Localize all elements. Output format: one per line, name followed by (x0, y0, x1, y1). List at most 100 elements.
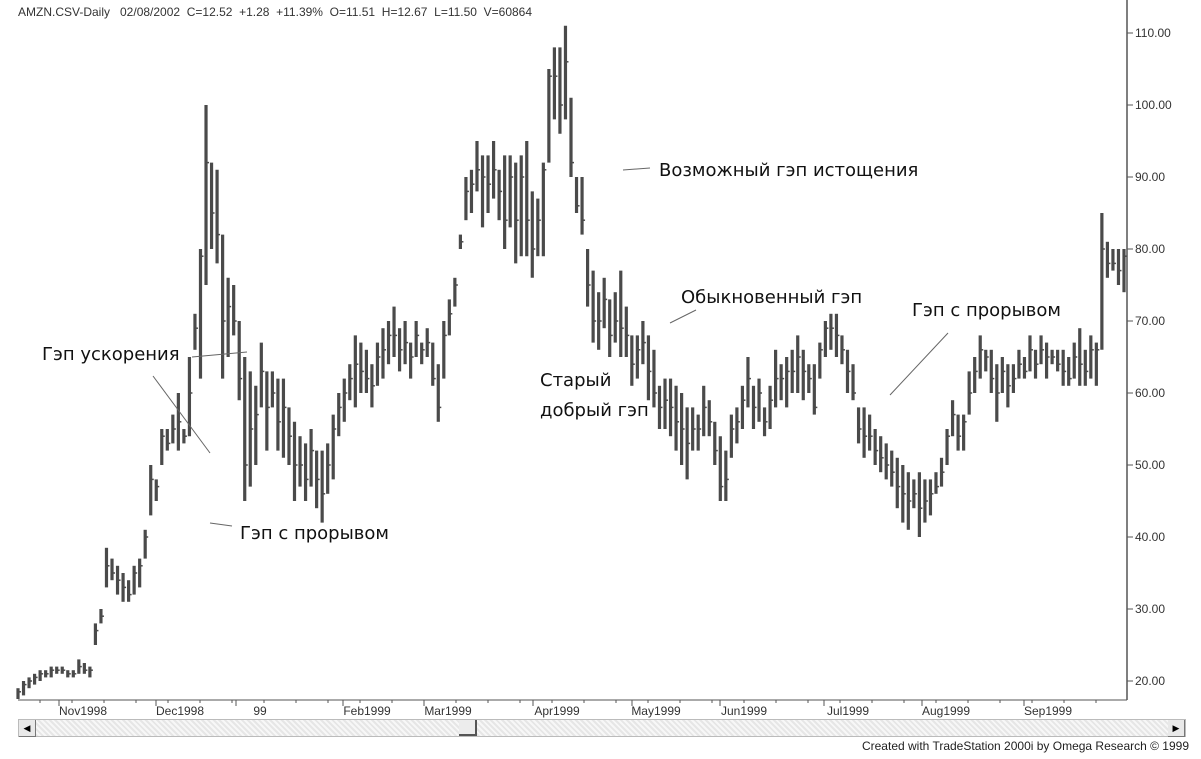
scroll-right-button[interactable]: ▶ (1168, 720, 1185, 737)
y-tick-label: 40.00 (1135, 530, 1166, 544)
annotation-old-good-gap: Старый добрый гэп (540, 370, 649, 421)
ohlc-bar (1044, 342, 1050, 379)
ohlc-bar (856, 407, 862, 444)
ohlc-bar (447, 299, 453, 336)
ohlc-bar (32, 673, 38, 685)
ohlc-bar (93, 623, 99, 645)
ohlc-bar (292, 421, 298, 501)
ohlc-bar (149, 465, 154, 516)
ohlc-bar (906, 472, 912, 530)
ohlc-bar (696, 414, 702, 451)
ohlc-bar (796, 335, 801, 393)
y-tick-label: 100.00 (1135, 98, 1172, 112)
scrollbar-thumb[interactable] (459, 720, 477, 736)
ohlc-bar (818, 342, 823, 379)
ohlc-bar (397, 328, 403, 372)
annotation-pointer-line (191, 351, 248, 358)
y-tick-label: 60.00 (1135, 386, 1166, 400)
ohlc-bar (945, 429, 951, 465)
ohlc-bar (1050, 349, 1056, 365)
ohlc-bar (392, 306, 398, 357)
ohlc-bar (248, 371, 254, 487)
ohlc-bar (1017, 349, 1022, 379)
x-tick-label: Sep1999 (1023, 704, 1073, 718)
ohlc-bar (912, 479, 917, 509)
ohlc-bar (82, 663, 88, 674)
ohlc-bar (917, 472, 923, 537)
ohlc-bar (718, 436, 724, 501)
ohlc-bar (442, 321, 447, 379)
ohlc-bar (480, 155, 486, 228)
ohlc-bar (165, 429, 171, 451)
ohlc-bar (547, 69, 552, 163)
ohlc-bar (99, 609, 104, 624)
scroll-left-button[interactable]: ◀ (19, 720, 36, 737)
ohlc-bar (143, 529, 149, 559)
ohlc-bar (663, 378, 669, 429)
annotation-pointer-line (889, 332, 949, 396)
annotation-common-gap: Обыкновенный гэп (681, 287, 863, 308)
ohlc-bar (812, 364, 818, 415)
x-tick-label: Aug1999 (921, 704, 971, 718)
ohlc-bar (49, 666, 55, 678)
ohlc-bar (840, 335, 845, 365)
x-tick-label: Dec1998 (155, 704, 205, 718)
ohlc-bar (514, 162, 519, 264)
ohlc-bar (845, 349, 851, 393)
ohlc-bar (1105, 241, 1111, 278)
ohlc-bar (558, 47, 563, 134)
ohlc-bar (989, 349, 995, 393)
ohlc-bar (209, 162, 215, 249)
ohlc-bar (364, 349, 370, 393)
ohlc-bar (563, 25, 569, 120)
ohlc-bar (674, 385, 680, 451)
ohlc-bar (420, 342, 425, 365)
ohlc-bar (265, 371, 270, 451)
ohlc-bar (1083, 349, 1089, 386)
ohlc-bar (16, 688, 21, 699)
ohlc-bar (342, 378, 348, 422)
annotation-breakaway-gap-1: Гэп с прорывом (240, 523, 390, 544)
ohlc-bar (934, 472, 939, 494)
y-tick-label: 110.00 (1135, 26, 1171, 40)
ohlc-bar (508, 155, 514, 228)
ohlc-bar (370, 364, 375, 408)
horizontal-scrollbar[interactable]: ◀ ▶ (18, 719, 1186, 737)
ohlc-bar (226, 277, 232, 357)
ohlc-bar (475, 141, 480, 192)
ohlc-bar (901, 465, 906, 523)
ohlc-bar (287, 407, 292, 465)
ohlc-bar (198, 249, 204, 379)
ohlc-bar (171, 414, 176, 444)
ohlc-bar (884, 443, 890, 480)
ohlc-bar (132, 565, 138, 595)
ohlc-bar (525, 141, 530, 257)
ohlc-bar (281, 378, 287, 458)
ohlc-bar (585, 249, 591, 307)
ohlc-bar (790, 349, 796, 393)
ohlc-bar (1072, 342, 1078, 379)
ohlc-bar (298, 436, 304, 487)
ohlc-bar (829, 313, 834, 350)
ohlc-bar (331, 414, 337, 480)
ohlc-bar (984, 349, 989, 372)
ohlc-bar (851, 364, 857, 401)
ohlc-bar (1056, 349, 1061, 372)
ohlc-bar (237, 321, 243, 401)
ohlc-bar (552, 47, 558, 120)
ohlc-bar (154, 479, 160, 501)
y-tick-label: 20.00 (1135, 674, 1166, 688)
x-tick-label: Jul1999 (826, 704, 870, 718)
ohlc-bar (685, 407, 691, 480)
footer-credit: Created with TradeStation 2000i by Omega… (861, 739, 1189, 753)
ohlc-bar (868, 414, 873, 451)
ohlc-bar (879, 436, 884, 473)
ohlc-bar (541, 162, 547, 257)
ohlc-bar (491, 141, 497, 199)
ohlc-bar (110, 558, 116, 581)
ohlc-bar (873, 429, 879, 465)
x-tick-label: Jun1999 (720, 704, 768, 718)
ohlc-bar (962, 414, 967, 451)
ohlc-bar (243, 357, 248, 501)
annotation-acceleration-gap: Гэп ускорения (42, 344, 180, 365)
